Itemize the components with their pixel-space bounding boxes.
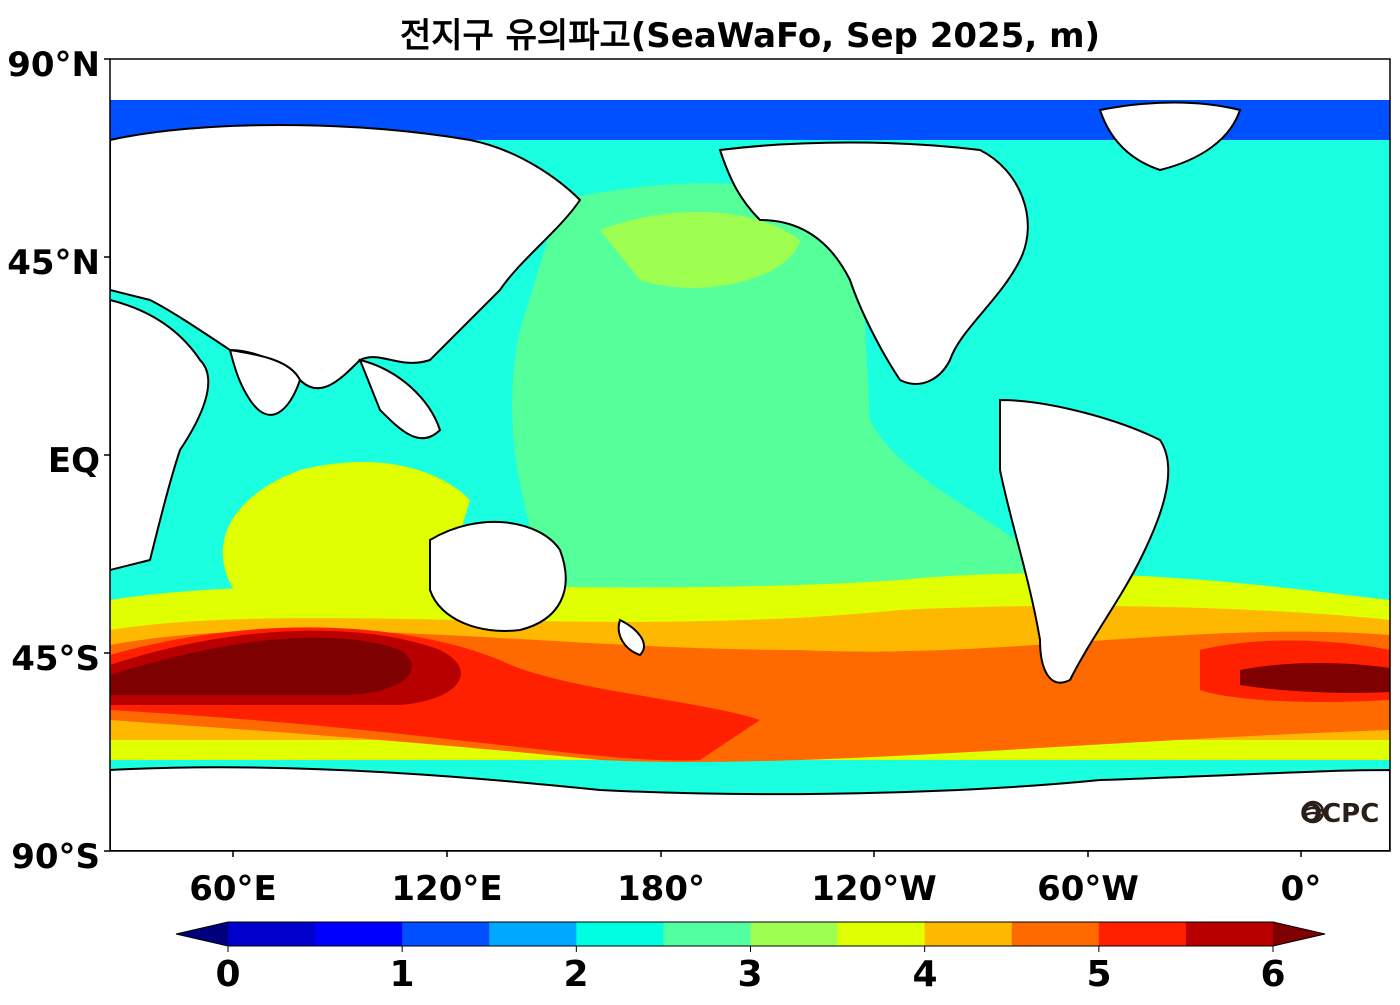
lon-tick-120e: 120°E bbox=[391, 869, 502, 909]
india-land bbox=[228, 348, 302, 416]
colorbar-label-3: 3 bbox=[737, 954, 762, 995]
southern-maroon-core bbox=[110, 637, 412, 695]
lat-tick-eq: EQ bbox=[48, 441, 100, 481]
lon-tick-marks bbox=[232, 851, 1302, 857]
lat-tick-90n: 90°N bbox=[7, 45, 100, 85]
colorbar-labels: 0 1 2 3 4 5 6 bbox=[215, 954, 1285, 995]
colorbar-segment bbox=[402, 922, 490, 946]
colorbar-segment bbox=[1098, 922, 1187, 946]
south-america-land bbox=[999, 398, 1170, 684]
lat-tick-45s: 45°S bbox=[11, 639, 100, 679]
colorbar-segment bbox=[663, 922, 751, 946]
new-zealand-land bbox=[617, 618, 645, 657]
colorbar-label-5: 5 bbox=[1086, 954, 1111, 995]
colorbar-segment bbox=[1011, 922, 1100, 946]
colorbar-segment bbox=[1185, 922, 1274, 946]
ocpc-logo: OCPC bbox=[1300, 799, 1379, 829]
pacific-lightgreen-zone bbox=[600, 211, 800, 288]
colorbar-label-4: 4 bbox=[912, 954, 937, 995]
south-atlantic-maroon bbox=[1240, 663, 1390, 693]
colorbar-segment bbox=[489, 922, 577, 946]
lon-tick-60e: 60°E bbox=[189, 869, 277, 909]
map-title: 전지구 유의파고(SeaWaFo, Sep 2025, m) bbox=[399, 16, 1101, 56]
colorbar-segment bbox=[750, 922, 839, 946]
lon-tick-120w: 120°W bbox=[811, 869, 936, 909]
australia-land bbox=[429, 520, 567, 632]
colorbar-segment bbox=[576, 922, 664, 946]
north-america-land bbox=[718, 141, 1029, 385]
landmasses bbox=[110, 101, 1390, 851]
pacific-green-zone bbox=[512, 183, 1040, 610]
lon-tick-60w: 60°W bbox=[1037, 869, 1139, 909]
africa-land bbox=[110, 298, 210, 572]
lon-tick-0: 0° bbox=[1281, 869, 1322, 909]
southeast-asia-land bbox=[358, 358, 442, 440]
colorbar-segment bbox=[837, 922, 926, 946]
lat-tick-90s: 90°S bbox=[11, 837, 100, 877]
colorbar-extend-max bbox=[1273, 922, 1325, 946]
colorbar-label-6: 6 bbox=[1260, 954, 1285, 995]
colorbar-segment bbox=[924, 922, 1013, 946]
colorbar-extend-min bbox=[176, 922, 228, 946]
colorbar-segment bbox=[315, 922, 403, 946]
ocpc-logo-text: OCPC bbox=[1300, 799, 1379, 829]
colorbar-label-1: 1 bbox=[389, 954, 414, 995]
ocpc-logo-symbol bbox=[1301, 800, 1325, 824]
lon-tick-180: 180° bbox=[617, 869, 705, 909]
indian-yellow-zone bbox=[222, 461, 470, 610]
colorbar-segment bbox=[228, 922, 316, 946]
lat-tick-marks bbox=[104, 58, 110, 852]
lat-tick-45n: 45°N bbox=[7, 243, 100, 283]
colorbar-label-2: 2 bbox=[563, 954, 588, 995]
greenland-land bbox=[1098, 101, 1242, 172]
antarctica-land bbox=[110, 766, 1390, 851]
colorbar-label-0: 0 bbox=[215, 954, 240, 995]
colorbar bbox=[175, 921, 1326, 952]
